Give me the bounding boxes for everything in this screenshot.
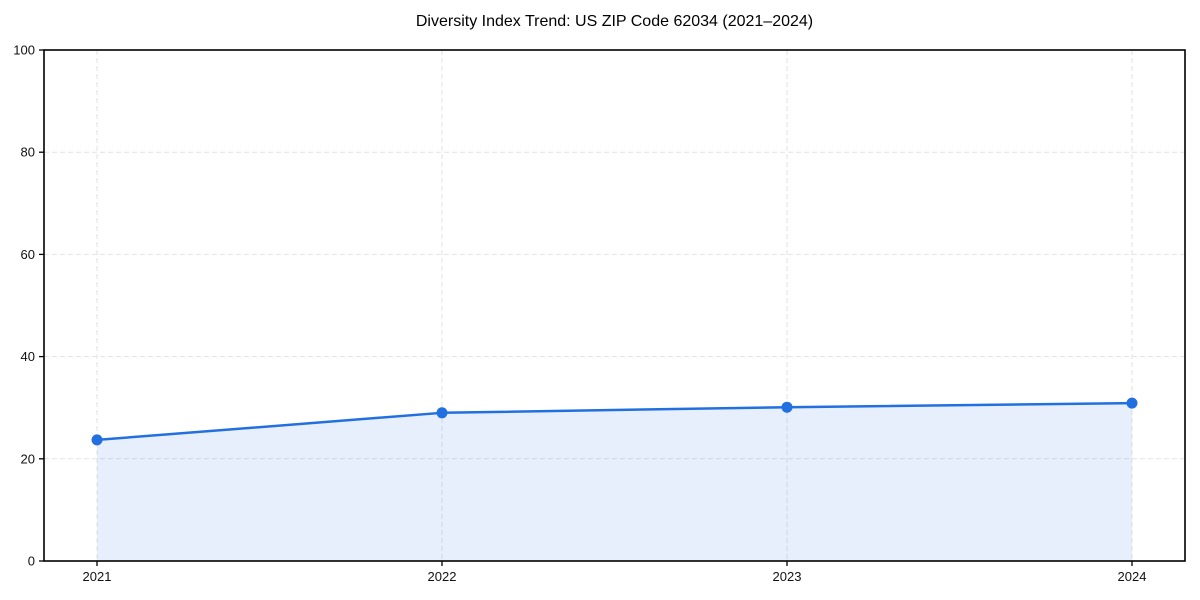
y-tick-label: 0 [28,554,35,569]
series-line [95,401,1134,442]
y-tick-label: 60 [21,247,35,262]
y-tick-label: 100 [13,43,35,58]
y-tick-label: 40 [21,349,35,364]
x-tick-label: 2023 [773,569,802,584]
data-point-marker [781,401,793,413]
x-tick-label: 2022 [428,569,457,584]
data-point-marker [1126,397,1138,409]
data-point-marker [436,407,448,419]
x-tick-label: 2024 [1118,569,1147,584]
chart-title: Diversity Index Trend: US ZIP Code 62034… [415,13,814,30]
plot-spines [43,49,1186,562]
x-tick-label: 2021 [83,569,112,584]
y-tick-label: 20 [21,451,35,466]
y-tick-label: 80 [21,145,35,160]
series-area-fill [97,403,1132,561]
data-point-marker [91,434,103,446]
